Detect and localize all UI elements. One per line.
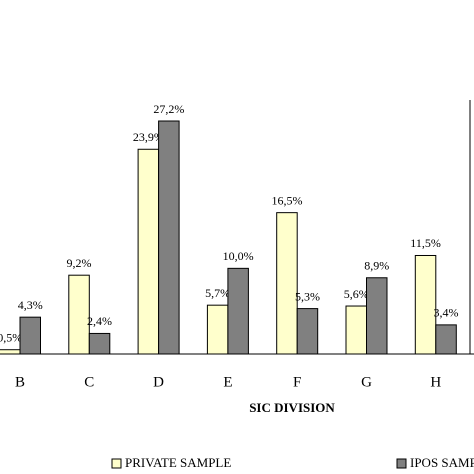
value-label: 8,9% [364, 259, 389, 273]
bar [227, 267, 249, 355]
x-tick-label: C [84, 374, 94, 390]
legend-label: PRIVATE SAMPLE [125, 455, 231, 470]
value-label: 11,5% [410, 236, 441, 250]
bar [88, 332, 111, 355]
value-label: 2,4% [87, 314, 112, 328]
value-label: 16,5% [271, 193, 302, 207]
value-label: 5,7% [205, 286, 230, 300]
x-tick-label: H [430, 374, 441, 390]
bar [414, 254, 437, 355]
x-tick-label: D [153, 374, 164, 390]
bar [68, 274, 90, 355]
value-label: 5,3% [295, 289, 320, 303]
bar [158, 120, 180, 355]
value-label: 23,9% [133, 130, 164, 144]
value-label: 5,6% [344, 287, 369, 301]
x-tick-label: F [293, 374, 301, 390]
x-tick-label: E [223, 374, 232, 390]
bar [435, 324, 457, 355]
x-tick-label: G [361, 374, 372, 390]
value-label: 10,0% [223, 249, 254, 263]
value-label: 9,2% [67, 256, 92, 270]
bar [206, 304, 229, 355]
x-axis-title: SIC DIVISION [249, 400, 335, 415]
value-label: 3,4% [434, 306, 459, 320]
bar [276, 212, 298, 355]
legend-label: IPOS SAMPLE [410, 455, 474, 470]
bar [296, 308, 319, 355]
value-label: 27,2% [153, 102, 184, 116]
x-tick-label: B [15, 374, 25, 390]
legend-swatch [396, 458, 407, 469]
bar [0, 349, 21, 355]
value-label: 4,3% [18, 298, 43, 312]
value-label: 0,5% [0, 330, 22, 344]
bar [366, 277, 388, 355]
bar [345, 305, 367, 355]
bar [19, 316, 41, 355]
legend-swatch [111, 458, 122, 469]
bar [137, 148, 160, 355]
